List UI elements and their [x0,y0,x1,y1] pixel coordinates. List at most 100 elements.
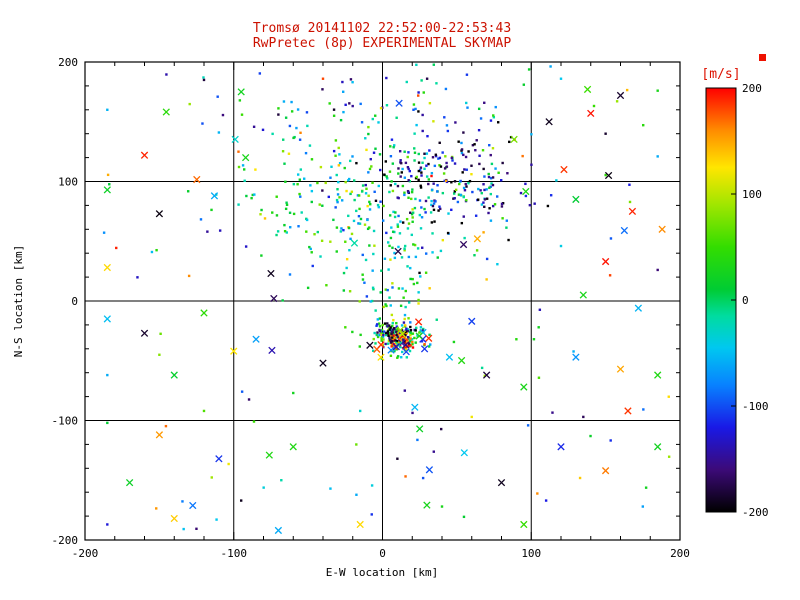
scatter-point-dot [296,183,299,186]
scatter-point-dot [368,200,371,204]
scatter-point-dot [462,195,465,199]
scatter-point-dot [379,168,382,172]
scatter-point-dot [396,335,399,338]
scatter-point-dot [494,105,497,109]
scatter-point-dot [254,168,257,171]
scatter-point-dot [416,247,420,250]
scatter-point-dot [383,322,387,325]
scatter-point-dot [460,141,463,145]
scatter-point-dot [284,207,288,211]
scatter-point-dot [271,211,274,214]
scatter-point-dot [582,415,585,419]
scatter-point-dot [275,233,278,237]
scatter-point-dot [403,150,406,153]
scatter-point-dot [429,343,432,346]
scatter-point-dot [439,427,443,431]
scatter-point-dot [202,76,205,79]
scatter-point-dot [404,332,408,336]
scatter-point-dot [419,326,423,329]
scatter-point-dot [335,226,339,229]
scatter-point-dot [467,150,470,153]
colorbar-tick-label: -200 [742,506,769,519]
scatter-point-x [616,365,625,373]
scatter-point-dot [418,331,421,334]
scatter-point-dot [360,121,364,124]
scatter-point-dot [237,150,240,153]
scatter-point-dot [644,486,648,489]
scatter-point-dot [615,100,619,103]
scatter-point-x [396,326,405,334]
scatter-point-dot [413,159,416,162]
scatter-point-x [103,186,111,194]
scatter-point-dot [642,408,645,411]
scatter-point-dot [358,300,361,303]
scatter-point-dot [282,100,286,103]
scatter-point-x [231,135,239,144]
scatter-point-dot [420,79,423,82]
scatter-point-dot [277,107,280,110]
scatter-point-dot [258,72,262,75]
scatter-point-dot [489,153,492,157]
scatter-point-dot [407,179,410,182]
scatter-point-dot [382,204,385,208]
scatter-point-dot [462,153,465,157]
scatter-point-dot [344,326,347,329]
scatter-point-dot [403,193,406,197]
scatter-point-dot [421,329,424,332]
scatter-point-dot [332,218,335,222]
scatter-point-dot [260,254,263,257]
scatter-point-dot [413,206,417,210]
scatter-point-dot [475,139,478,142]
scatter-point-dot [423,167,426,171]
scatter-point-dot [352,219,356,223]
scatter-point-dot [342,289,346,292]
scatter-point-dot [546,204,550,208]
scatter-point-dot [392,145,395,149]
scatter-point-dot [409,339,412,343]
scatter-point-dot [533,202,536,205]
scatter-point-dot [428,287,431,290]
scatter-point-x [237,88,245,96]
scatter-point-dot [406,155,409,159]
scatter-point-x [557,443,565,451]
scatter-point-dot [485,188,488,191]
scatter-point-dot [400,161,403,165]
scatter-point-dot [483,175,486,178]
scatter-point-dot [386,322,389,325]
scatter-point-dot [460,148,464,151]
scatter-point-dot [419,166,423,169]
scatter-point-dot [458,182,461,186]
scatter-point-dot [400,171,403,174]
scatter-point-dot [240,113,244,116]
scatter-point-dot [369,203,372,206]
y-tick-label: -100 [52,415,79,428]
scatter-point-dot [440,505,444,508]
scatter-point-dot [318,203,321,206]
scatter-point-dot [465,101,468,105]
scatter-point-dot [300,211,303,214]
scatter-point-dot [403,247,406,250]
scatter-point-dot [376,335,380,339]
scatter-point-dot [310,200,313,204]
scatter-point-dot [497,171,500,174]
scatter-point-dot [462,215,465,218]
scatter-point-x [270,294,278,303]
scatter-point-dot [210,476,213,479]
scatter-point-dot [473,143,476,146]
scatter-point-dot [430,174,433,178]
scatter-point-dot [456,200,460,204]
scatter-point-dot [290,100,293,104]
scatter-point-dot [465,199,468,202]
scatter-point-dot [377,205,380,209]
scatter-point-dot [386,241,390,244]
scatter-point-dot [187,274,191,278]
scatter-point-x [162,108,170,116]
scatter-point-dot [461,171,464,174]
scatter-point-dot [378,325,382,328]
scatter-point-dot [559,244,563,248]
scatter-point-dot [376,318,380,321]
scatter-point-x [545,118,553,126]
scatter-point-dot [424,199,428,203]
scatter-point-dot [491,176,495,179]
scatter-point-dot [393,251,396,255]
